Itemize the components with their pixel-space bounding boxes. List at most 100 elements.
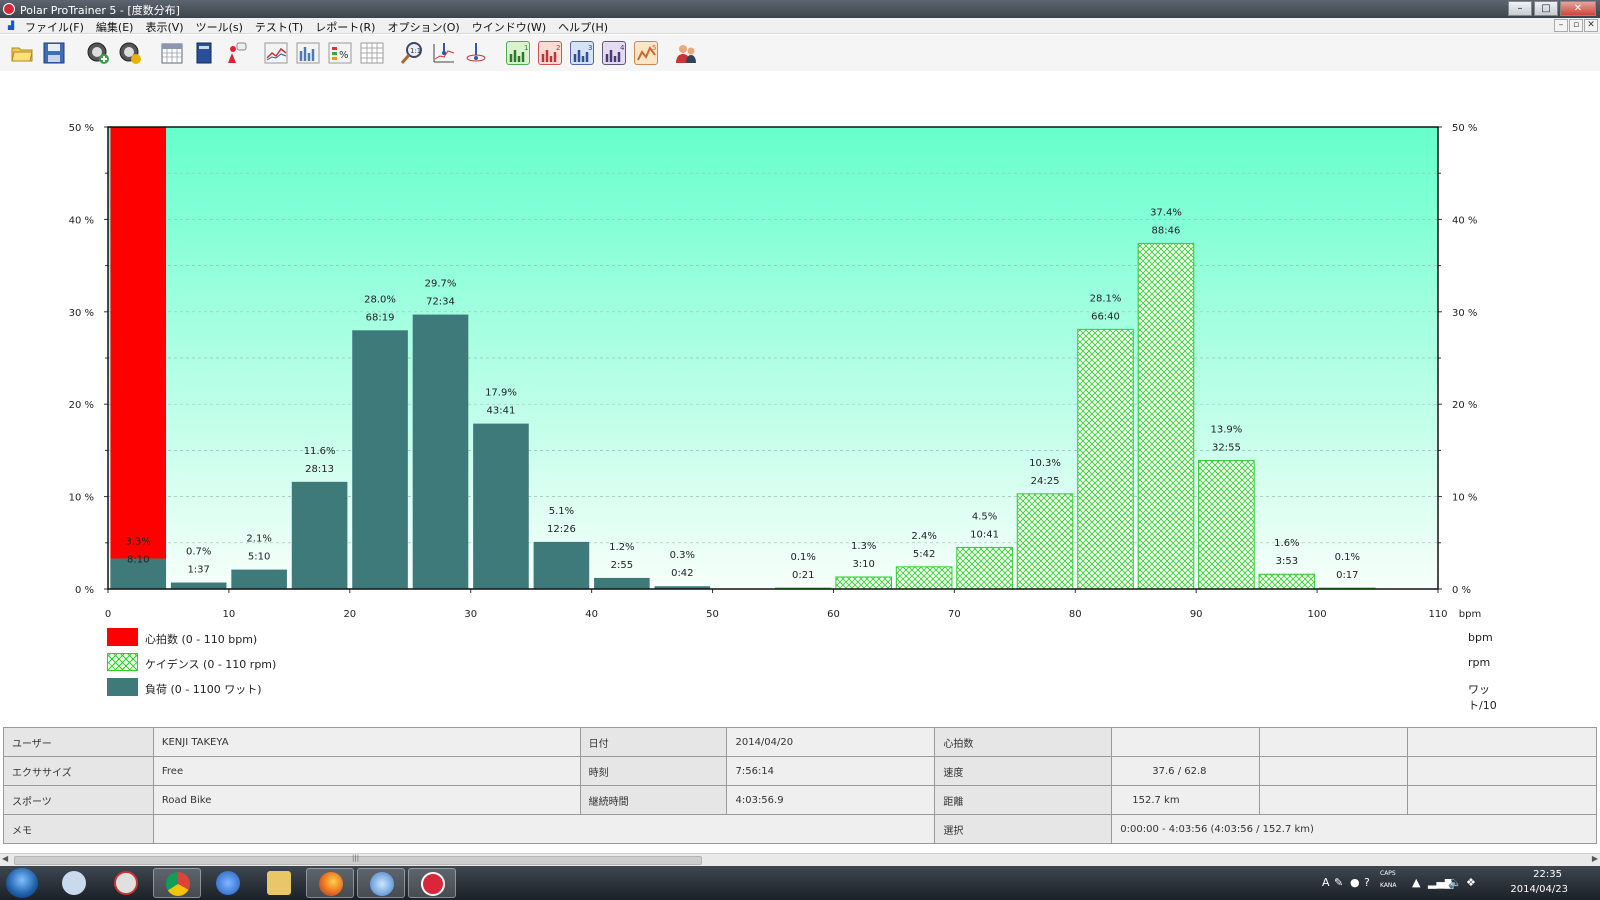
bar-label-pct: 1.6% [1274,538,1299,549]
graph-1-label: 1 [524,44,528,52]
polar-heart-icon[interactable] [408,868,456,898]
menu-tools[interactable]: ツール(s) [195,21,243,34]
exercise-info-table: ユーザー KENJI TAKEYA 日付 2014/04/20 心拍数 エクササ… [3,727,1597,844]
mdi-minimize-button[interactable]: – [1554,19,1568,32]
mdi-restore-button[interactable]: ▫ [1569,19,1583,32]
empty-cell [1259,756,1409,786]
bar-label-time: 1:37 [187,565,209,576]
show-hidden-icons-icon[interactable]: ▲ [1412,876,1421,889]
legend-unit-power: ワット/10 [1468,683,1497,712]
bar-1 [654,586,711,589]
horizontal-scrollbar[interactable]: ◀ ||| ▶ [0,853,1600,866]
bar-graph-icon[interactable] [296,41,320,65]
close-button[interactable]: ✕ [1560,1,1596,16]
chart-point-icon[interactable] [432,41,456,65]
empty-cell [1407,756,1597,786]
bar-label-time: 72:34 [426,297,455,308]
x-tick-label: 10 [223,609,236,620]
explorer-folder-icon[interactable] [255,868,303,898]
diary-book-icon[interactable] [192,41,216,65]
distance-value: 152.7 km [1111,785,1261,815]
bar-label-pct: 0.1% [791,552,816,563]
menu-help[interactable]: ヘルプ(H) [558,21,609,34]
bar-2 [1258,573,1316,590]
thunderbird-icon[interactable] [204,868,252,898]
mdi-close-button[interactable]: ✕ [1584,19,1598,32]
graph-1-icon[interactable]: 1 [506,41,530,65]
memo-label: メモ [3,814,154,844]
legend-label-cadence: ケイデンス (0 - 110 rpm) [145,658,277,671]
menu-edit[interactable]: 編集(E) [95,21,134,34]
zoom-icon[interactable]: 1:1 [400,41,424,65]
hr-label: 心拍数 [934,727,1113,757]
chart-svg: 0 % 10 % 20 % 30 % 40 % 50 % 0 % 10 % 20 % 30 % 40… [69,123,1482,620]
chrome-icon[interactable] [153,868,201,898]
add-exercise-icon[interactable] [86,41,110,65]
graph-4-icon[interactable]: 4 [602,41,626,65]
table-grid-icon[interactable] [360,41,384,65]
bar-1 [594,577,650,589]
x-tick-label: 80 [1069,609,1082,620]
maximize-button[interactable]: □ [1534,1,1558,16]
x-tick-label: 90 [1190,609,1203,620]
bar-label-time: 88:46 [1152,225,1181,236]
bar-0 [110,127,167,589]
start-button-icon[interactable] [6,868,38,898]
bar-label-pct: 3.3% [126,537,151,548]
scrollbar-thumb[interactable] [14,856,702,865]
ime-dictionary-icon[interactable]: ● [1350,876,1360,889]
menu-file[interactable]: ファイル(F) [25,21,84,34]
legend-row-power: 負荷 (0 - 1100 ワット) ワット/10 [107,678,1507,712]
ime-help-icon[interactable]: ? [1364,876,1370,889]
volume-icon[interactable]: 🔈 [1448,876,1462,889]
memo-value[interactable] [152,814,936,844]
network-signal-icon[interactable]: ▂▄▆ [1428,876,1454,889]
x-tick-label: 60 [827,609,840,620]
bar-label-pct: 4.5% [972,511,997,522]
y-tick-label-right: 10 % [1452,493,1477,504]
mdi-chart-icon[interactable]: ▟ [8,21,15,30]
paint-icon[interactable] [50,868,98,898]
dropbox-icon[interactable]: ❖ [1466,876,1476,889]
x-axis-unit-label: bpm [1459,609,1481,620]
bar-2 [1016,493,1074,590]
ime-mode-label[interactable]: A [1322,876,1330,889]
save-disk-icon[interactable] [42,41,66,65]
menu-test[interactable]: テスト(T) [254,21,304,34]
duration-label: 継続時間 [579,785,728,815]
bar-label-time: 3:10 [852,559,874,570]
line-graph-icon[interactable] [264,41,288,65]
clock-time[interactable]: 22:35 [1533,869,1562,880]
graph-2-icon[interactable]: 2 [538,41,562,65]
windows-taskbar: A ✎ ● ? CAPS KANA ▲ ▂▄▆ 🔈 ❖ 22:35 2014/0… [0,866,1600,900]
ime-tools-icon[interactable]: ✎ [1334,876,1344,889]
percent-graph-icon[interactable]: % [328,41,352,65]
person-test-icon[interactable] [224,41,248,65]
histogram-chart: 0 % 10 % 20 % 30 % 40 % 50 % 0 % 10 % 20 % 30 % 40… [0,72,1600,712]
menu-window[interactable]: ウインドウ(W) [471,21,547,34]
menu-options[interactable]: オプション(O) [387,21,460,34]
menu-report[interactable]: レポート(R) [315,21,376,34]
calendar-icon[interactable] [160,41,184,65]
itunes-icon[interactable] [357,868,405,898]
scroll-left-arrow-icon[interactable]: ◀ [2,854,9,863]
x-tick-label: 110 [1428,609,1447,620]
scroll-right-arrow-icon[interactable]: ▶ [1591,854,1598,863]
users-icon[interactable] [674,41,698,65]
clock-date[interactable]: 2014/04/23 [1510,884,1568,895]
bar-label-time: 5:10 [248,552,270,563]
chart-pivot-icon[interactable] [464,41,488,65]
bar-label-pct: 0.1% [1335,552,1360,563]
firefox-icon[interactable] [306,868,354,898]
graph-5-icon[interactable]: 5 [634,41,658,65]
menu-view[interactable]: 表示(V) [145,21,184,34]
open-folder-icon[interactable] [10,41,34,65]
edit-exercise-icon[interactable] [118,41,142,65]
bar-2 [1137,242,1195,590]
bar-1 [533,541,590,589]
graph-3-icon[interactable]: 3 [570,41,594,65]
snipping-icon[interactable] [102,868,150,898]
graph-2-label: 2 [556,44,560,52]
minimize-button[interactable]: – [1508,1,1532,16]
y-tick-label-right: 30 % [1452,308,1477,319]
